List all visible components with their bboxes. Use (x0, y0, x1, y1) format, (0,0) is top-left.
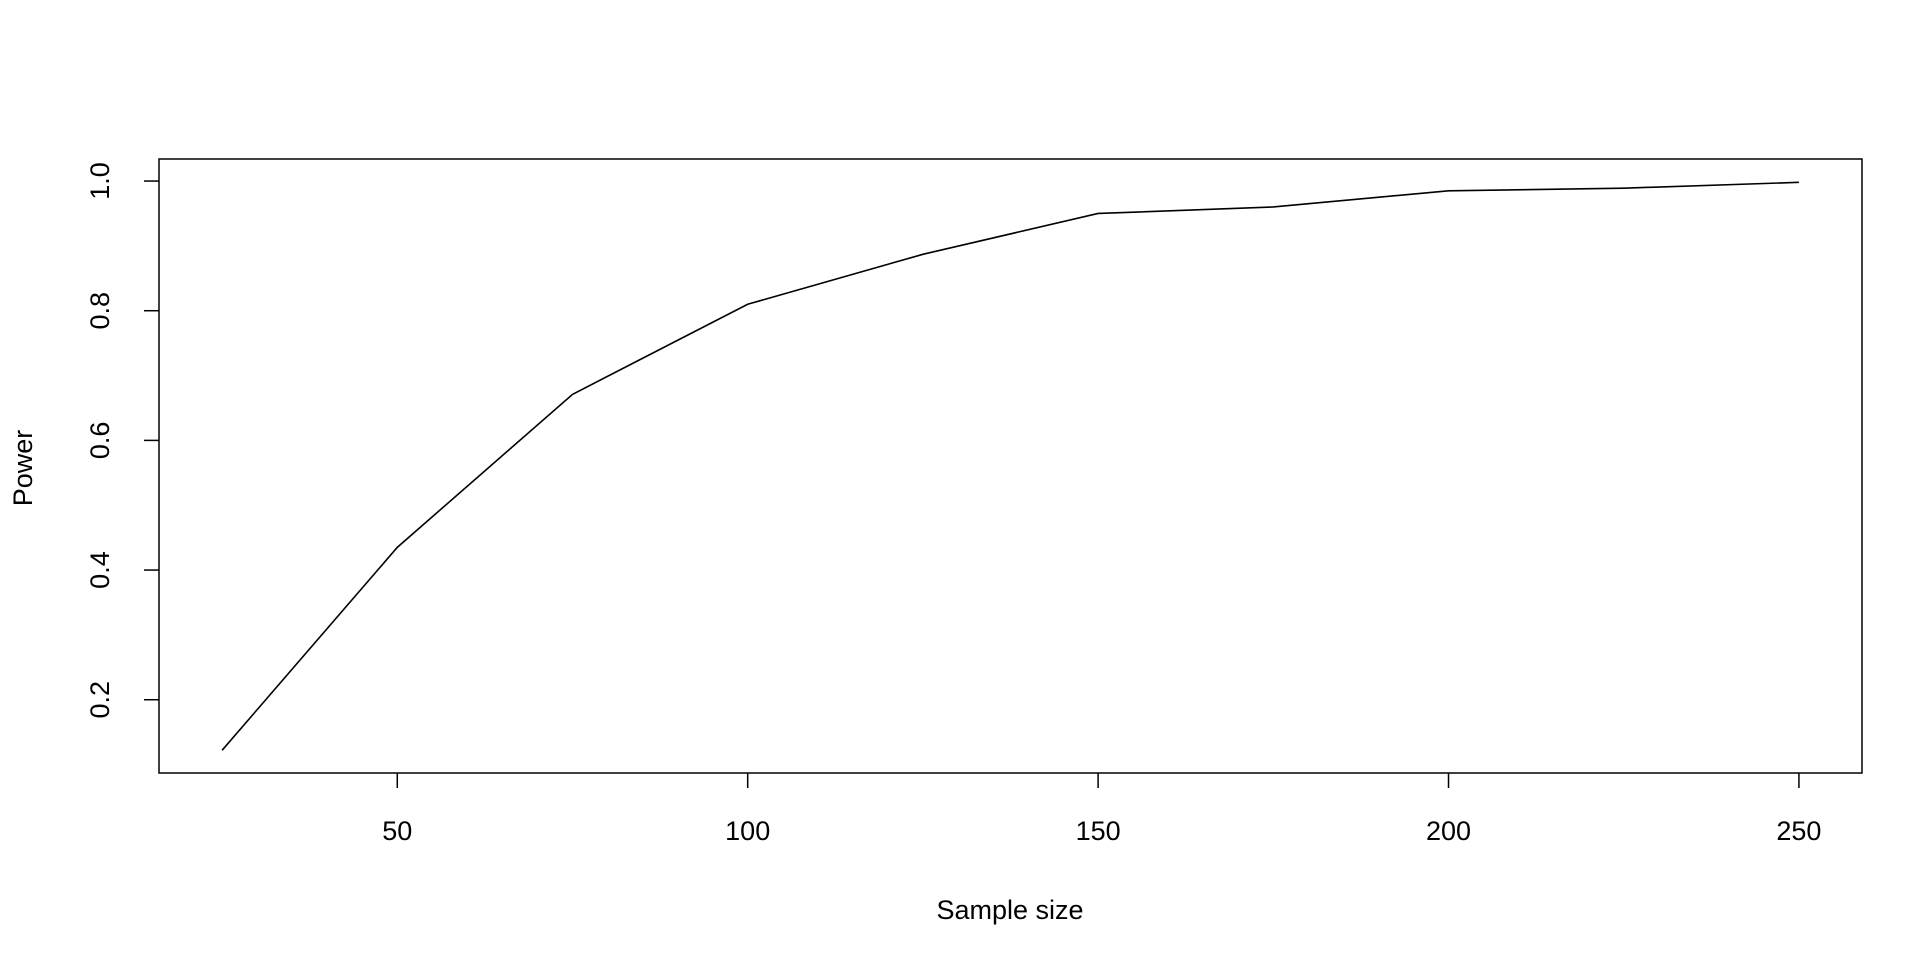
y-tick-label: 1.0 (85, 162, 115, 200)
x-tick-label: 100 (725, 816, 770, 846)
line-series (221, 181, 1799, 751)
x-tick-label: 250 (1776, 816, 1821, 846)
plot-frame (158, 158, 1863, 774)
y-tick-label: 0.2 (85, 681, 115, 719)
y-tick-label: 0.6 (85, 422, 115, 460)
x-axis-label: Sample size (936, 895, 1083, 925)
y-axis-label: Power (8, 430, 38, 507)
y-tick-label: 0.4 (85, 551, 115, 589)
x-tick-label: 50 (382, 816, 412, 846)
x-tick-label: 200 (1426, 816, 1471, 846)
x-tick-label: 150 (1076, 816, 1121, 846)
y-tick-label: 0.8 (85, 292, 115, 330)
